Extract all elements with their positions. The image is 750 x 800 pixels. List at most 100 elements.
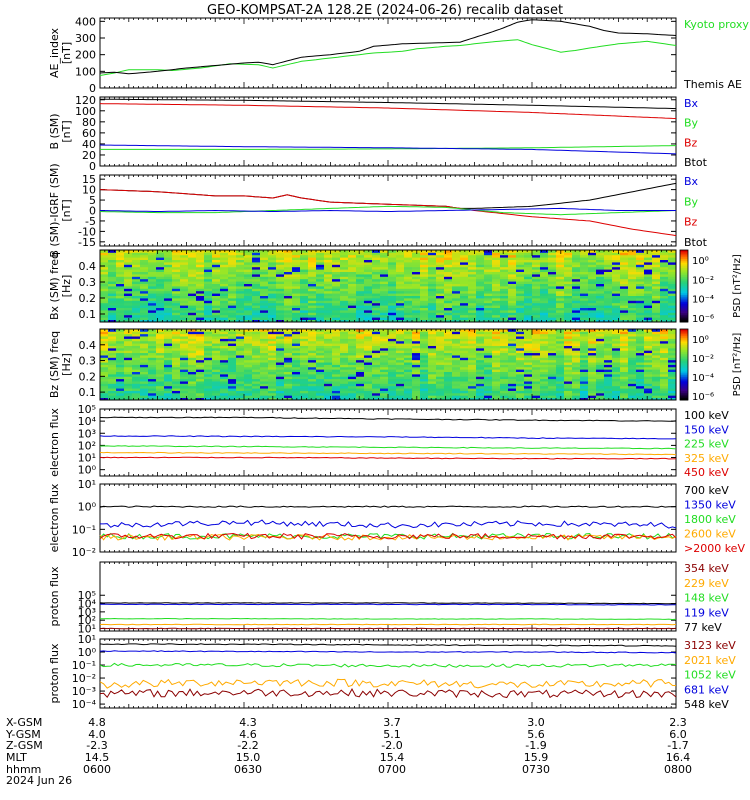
spectrogram-cell xyxy=(220,274,229,277)
spectrogram-cell xyxy=(188,262,197,265)
spectrogram-cell xyxy=(228,385,237,389)
spectrogram-cell xyxy=(156,390,165,394)
spectrogram-cell xyxy=(556,397,565,401)
spectrogram-cell xyxy=(196,395,205,399)
spectrogram-cell xyxy=(652,288,661,292)
spectrogram-cell xyxy=(372,347,381,351)
spectrogram-cell xyxy=(292,257,301,260)
spectrogram-cell xyxy=(532,250,541,253)
spectrogram-cell xyxy=(436,312,445,316)
spectrogram-cell xyxy=(572,257,581,260)
spectrogram-cell xyxy=(484,271,493,275)
spectrogram-cell xyxy=(196,274,205,277)
spectrogram-cell xyxy=(412,317,421,320)
spectrogram-cell xyxy=(156,392,165,396)
spectrogram-cell xyxy=(460,266,469,270)
spectrogram-cell xyxy=(548,347,557,351)
spectrogram-cell xyxy=(324,293,333,296)
spectrogram-cell xyxy=(284,338,293,342)
spectrogram-cell xyxy=(252,283,261,287)
spectrogram-cell xyxy=(156,298,165,301)
legend-entry: Btot xyxy=(684,236,708,249)
spectrogram-cell xyxy=(428,305,437,308)
spectrogram-cell xyxy=(196,381,205,384)
spectrogram-cell xyxy=(420,305,429,308)
spectrogram-cell xyxy=(452,390,461,394)
spectrogram-cell xyxy=(452,266,461,270)
spectrogram-cell xyxy=(276,376,285,380)
spectrogram-cell xyxy=(436,262,445,265)
spectrogram-cell xyxy=(660,259,669,263)
spectrogram-cell xyxy=(204,298,213,301)
spectrogram-cell xyxy=(124,288,133,292)
spectrogram-cell xyxy=(308,259,317,263)
spectrogram-cell xyxy=(524,376,533,380)
spectrogram-cell xyxy=(468,392,477,396)
spectrogram-cell xyxy=(292,381,301,384)
spectrogram-cell xyxy=(636,300,645,304)
spectrogram-cell xyxy=(396,276,405,280)
spectrogram-cell xyxy=(340,373,349,377)
spectrogram-cell xyxy=(420,376,429,380)
spectrogram-cell xyxy=(244,383,253,387)
spectrogram-cell xyxy=(228,333,237,337)
spectrogram-cell xyxy=(100,392,109,396)
spectrogram-cell xyxy=(524,329,533,332)
spectrogram-cell xyxy=(532,376,541,380)
spectrogram-cell xyxy=(540,369,549,372)
spectrogram-cell xyxy=(228,369,237,372)
spectrogram-cell xyxy=(356,274,365,277)
spectrogram-cell xyxy=(316,314,325,318)
spectrogram-cell xyxy=(172,350,181,354)
spectrogram-cell xyxy=(460,336,469,339)
spectrogram-cell xyxy=(212,383,221,387)
spectrogram-cell xyxy=(548,310,557,313)
spectrogram-cell xyxy=(356,266,365,270)
spectrogram-cell xyxy=(500,343,509,346)
spectrogram-cell xyxy=(460,305,469,308)
spectrogram-cell xyxy=(500,310,509,313)
spectrogram-cell xyxy=(460,345,469,349)
spectrogram-cell xyxy=(468,271,477,275)
spectrogram-cell xyxy=(108,252,117,256)
spectrogram-cell xyxy=(220,302,229,306)
spectrogram-cell xyxy=(412,345,421,349)
spectrogram-cell xyxy=(580,266,589,270)
spectrogram-cell xyxy=(508,319,517,323)
spectrogram-cell xyxy=(356,331,365,335)
spectrogram-cell xyxy=(668,254,677,258)
spectrogram-cell xyxy=(564,269,573,272)
spectrogram-cell xyxy=(300,385,309,389)
spectrogram-cell xyxy=(388,357,397,361)
spectrogram-cell xyxy=(236,305,245,308)
spectrogram-cell xyxy=(476,307,485,311)
spectrogram-cell xyxy=(508,381,517,384)
spectrogram-cell xyxy=(532,307,541,311)
spectrogram-cell xyxy=(428,329,437,332)
spectrogram-cell xyxy=(276,357,285,361)
spectrogram-cell xyxy=(668,271,677,275)
spectrogram-cell xyxy=(268,262,277,265)
spectrogram-cell xyxy=(316,293,325,296)
spectrogram-cell xyxy=(348,250,357,253)
spectrogram-cell xyxy=(180,317,189,320)
spectrogram-cell xyxy=(460,390,469,394)
spectrogram-cell xyxy=(476,397,485,401)
spectrogram-cell xyxy=(356,307,365,311)
spectrogram-cell xyxy=(468,283,477,287)
spectrogram-cell xyxy=(580,274,589,277)
spectrogram-cell xyxy=(532,371,541,375)
spectrogram-cell xyxy=(220,338,229,342)
spectrogram-cell xyxy=(444,362,453,365)
spectrogram-cell xyxy=(268,302,277,306)
spectrogram-cell xyxy=(276,364,285,368)
spectrogram-cell xyxy=(164,307,173,311)
spectrogram-cell xyxy=(444,366,453,370)
spectrogram-cell xyxy=(220,381,229,384)
spectrogram-cell xyxy=(356,271,365,275)
spectrogram-cell xyxy=(500,317,509,320)
spectrogram-cell xyxy=(604,317,613,320)
spectrogram-cell xyxy=(252,250,261,253)
spectrogram-cell xyxy=(260,357,269,361)
spectrogram-cell xyxy=(428,266,437,270)
